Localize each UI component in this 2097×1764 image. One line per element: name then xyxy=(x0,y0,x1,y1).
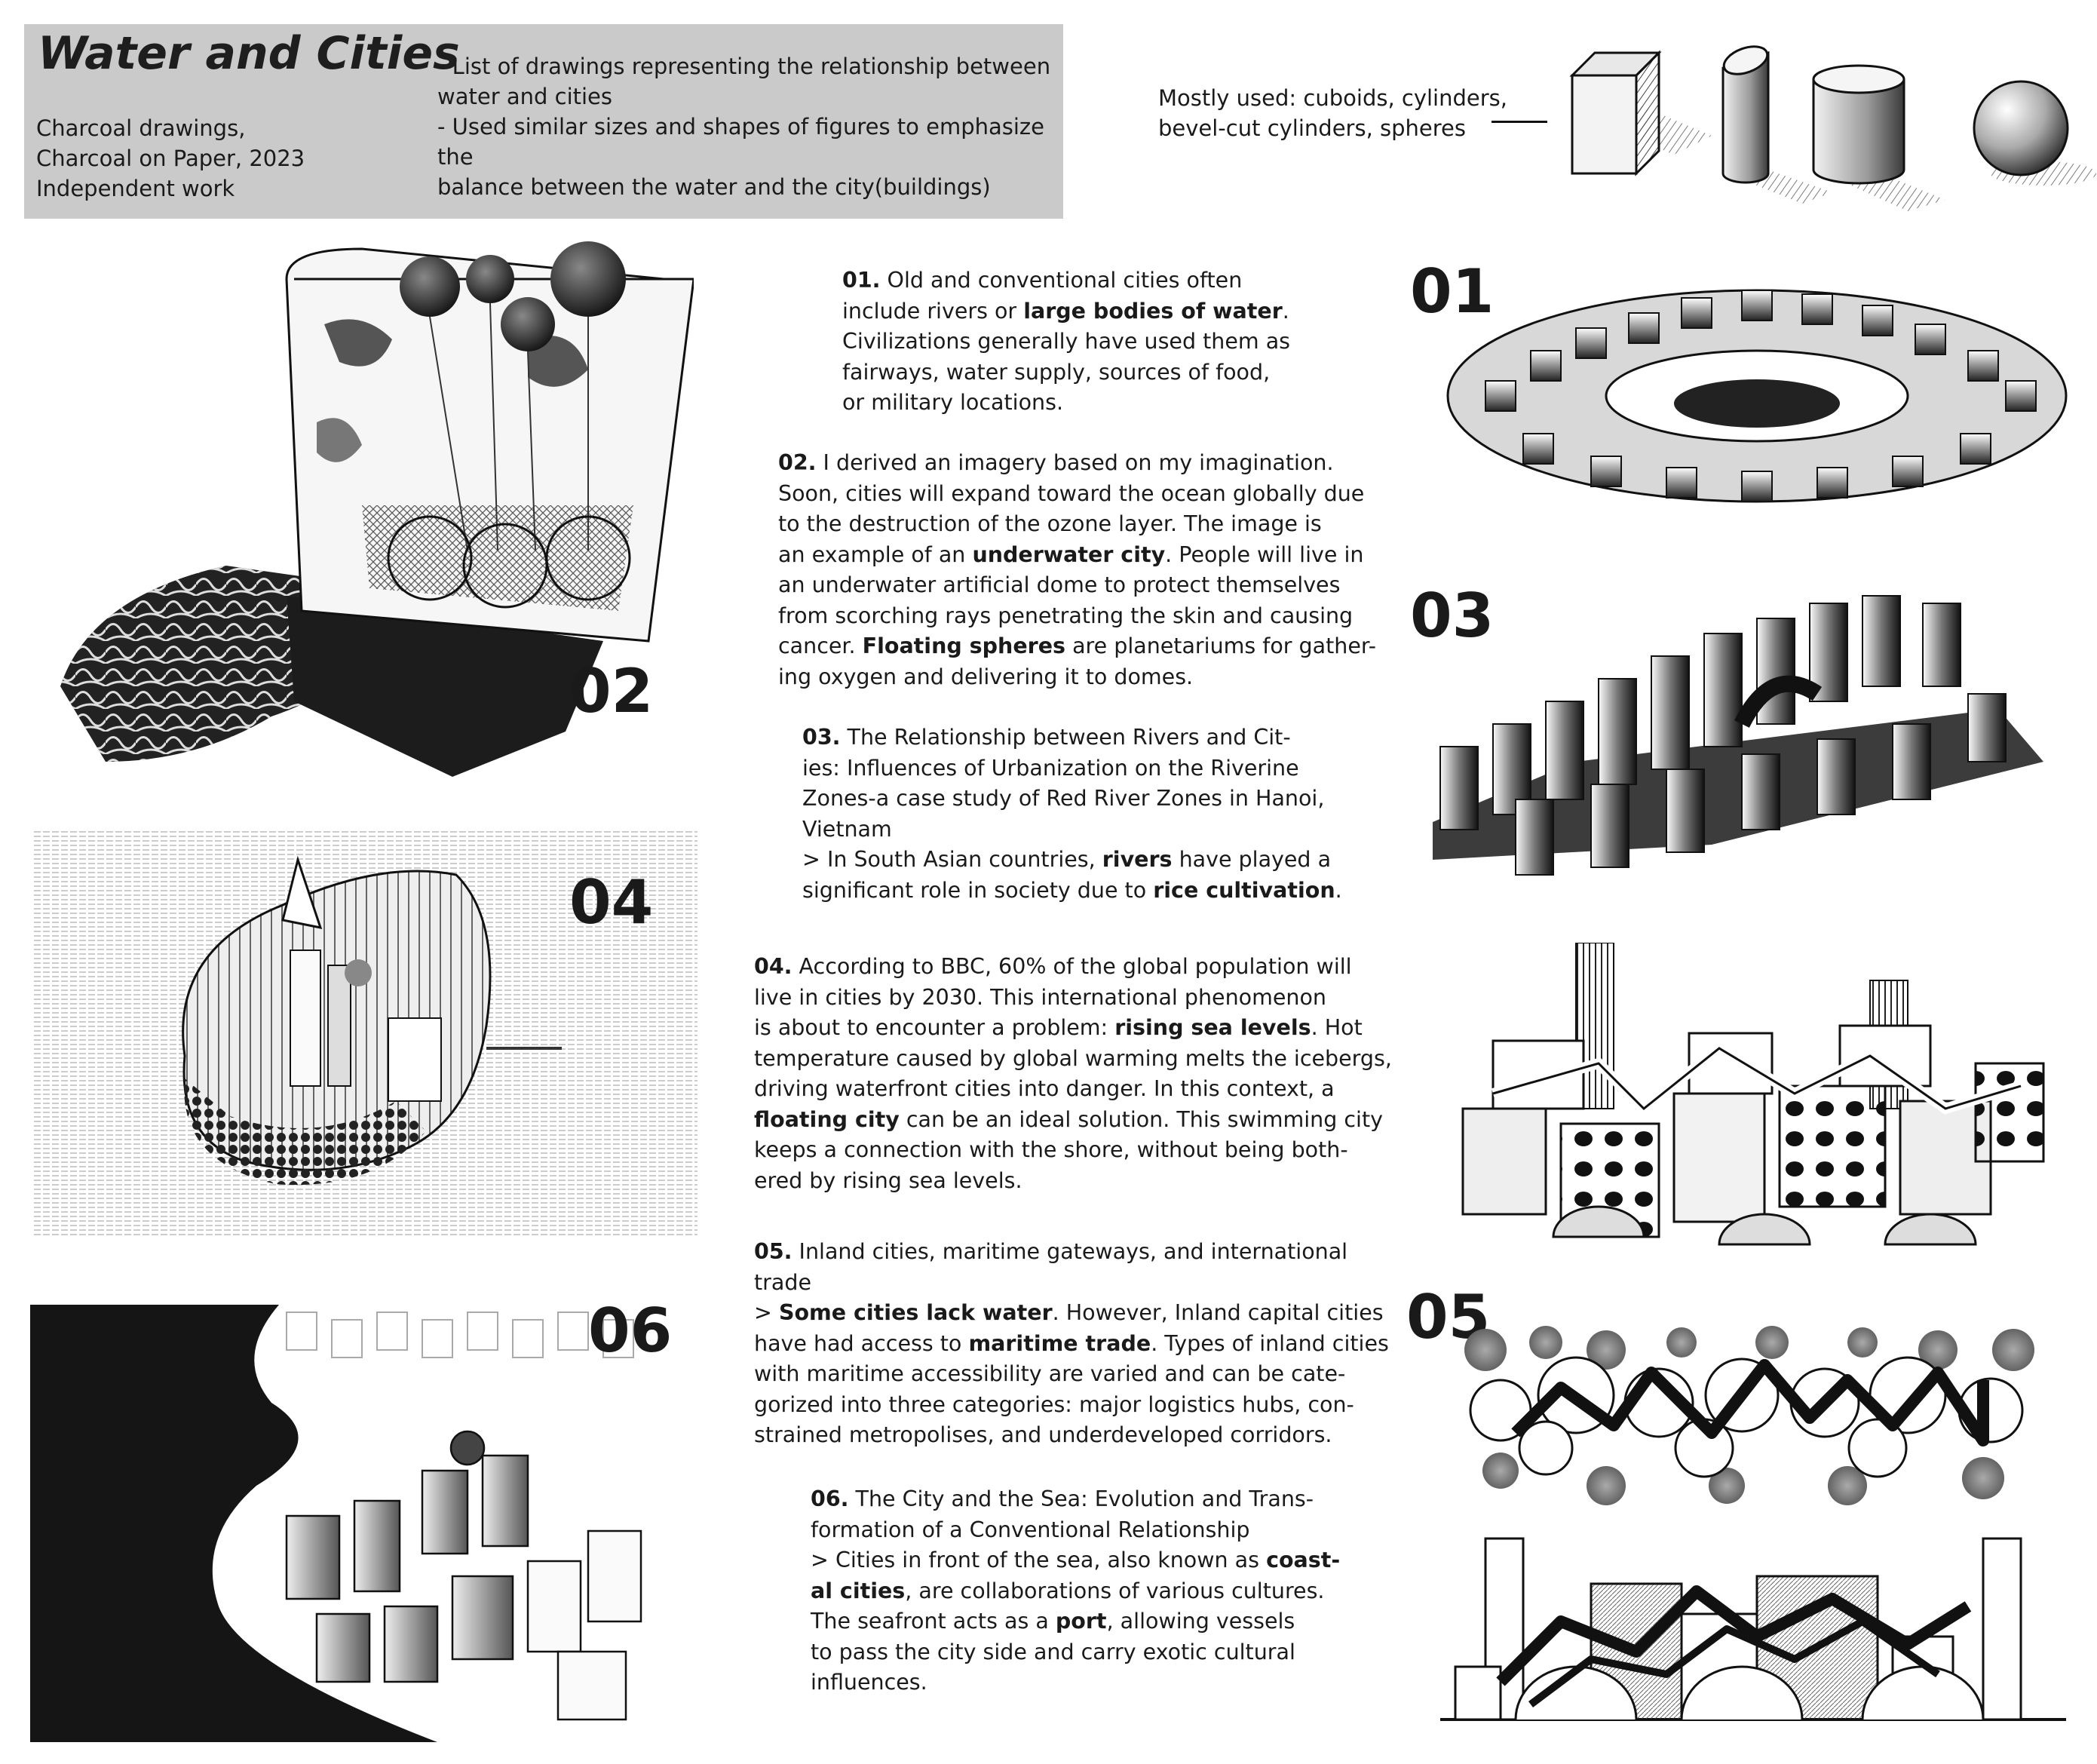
paragraph-line: gorized into three categories: major log… xyxy=(754,1391,1354,1417)
sphere-icon xyxy=(1973,80,2096,186)
paragraph-line: floating city can be an ideal solution. … xyxy=(754,1106,1384,1132)
paragraph-06: 06. The City and the Sea: Evolution and … xyxy=(811,1484,1340,1698)
paragraph-line: 04. According to BBC, 60% of the global … xyxy=(754,954,1352,979)
emphasis-text: Some cities lack water xyxy=(778,1300,1053,1325)
page-title: Water and Cities xyxy=(38,27,460,80)
shape-examples xyxy=(1569,45,2096,211)
paragraph-line: an example of an underwater city. People… xyxy=(778,541,1364,567)
paragraph-line: 05. Inland cities, maritime gateways, an… xyxy=(754,1239,1348,1264)
emphasis-text: port xyxy=(1055,1609,1107,1634)
emphasis-text: coast- xyxy=(1266,1548,1341,1572)
paragraph-line: ies: Influences of Urbanization on the R… xyxy=(802,755,1299,781)
paragraph-line: ing oxygen and delivering it to domes. xyxy=(778,664,1194,689)
shapes-note: Mostly used: cuboids, cylinders, bevel-c… xyxy=(1158,83,1507,143)
drawing-03-cylinder-field xyxy=(1433,595,2043,876)
paragraph-line: is about to encounter a problem: rising … xyxy=(754,1015,1363,1040)
paragraph-line: live in cities by 2030. This internation… xyxy=(754,984,1326,1010)
paragraph-line: to pass the city side and carry exotic c… xyxy=(811,1639,1295,1664)
emphasis-text: rivers xyxy=(1102,847,1173,872)
emphasis-text: rising sea levels xyxy=(1114,1015,1311,1040)
bevel-cut-cylinder-icon xyxy=(1721,45,1832,204)
emphasis-text: 02. xyxy=(778,450,817,475)
paragraph-02: 02. I derived an imagery based on my ima… xyxy=(778,448,1376,692)
list-line: balance between the water and the city(b… xyxy=(437,174,991,200)
paragraph-line: Civilizations generally have used them a… xyxy=(842,329,1291,354)
paragraph-line: The seafront acts as a port, allowing ve… xyxy=(811,1609,1295,1634)
drawing-05-inland-network-plan xyxy=(1464,1326,2034,1505)
emphasis-text: underwater city xyxy=(972,541,1166,567)
emphasis-text: floating city xyxy=(754,1106,900,1132)
paragraph-line: from scorching rays penetrating the skin… xyxy=(778,603,1354,628)
paragraph-line: trade xyxy=(754,1269,811,1295)
paragraph-line: strained metropolises, and underdevelope… xyxy=(754,1422,1332,1447)
paragraph-line: with maritime accessibility are varied a… xyxy=(754,1361,1346,1386)
paragraph-line: 02. I derived an imagery based on my ima… xyxy=(778,450,1334,475)
description-list: - List of drawings representing the rela… xyxy=(437,51,1056,202)
shapes-note-line: Mostly used: cuboids, cylinders, xyxy=(1158,85,1507,111)
paragraph-line: formation of a Conventional Relationship xyxy=(811,1517,1250,1542)
paragraph-line: significant role in society due to rice … xyxy=(802,877,1342,903)
paragraph-04: 04. According to BBC, 60% of the global … xyxy=(754,952,1392,1196)
paragraph-line: have had access to maritime trade. Types… xyxy=(754,1330,1389,1356)
cuboid-icon xyxy=(1569,50,1712,176)
label-04: 04 xyxy=(569,867,654,937)
label-02: 02 xyxy=(569,656,654,726)
emphasis-text: Floating spheres xyxy=(862,634,1066,658)
cylinder-icon xyxy=(1812,64,1945,211)
list-line: - Used similar sizes and shapes of figur… xyxy=(437,114,1044,170)
paragraph-line: to the destruction of the ozone layer. T… xyxy=(778,511,1322,536)
drawing-01-ring-city xyxy=(1446,289,2068,503)
paragraph-line: temperature caused by global warming mel… xyxy=(754,1045,1392,1071)
emphasis-text: large bodies of water xyxy=(1023,298,1283,324)
paragraph-line: > Cities in front of the sea, also known… xyxy=(811,1548,1341,1572)
paragraph-line: 01. Old and conventional cities often xyxy=(842,268,1243,293)
paragraph-01: 01. Old and conventional cities often inc… xyxy=(842,265,1290,419)
emphasis-text: al cities xyxy=(811,1578,906,1603)
meta-line: Charcoal on Paper, 2023 xyxy=(36,146,305,171)
drawing-02-underwater-city xyxy=(60,241,694,777)
paragraph-line: include rivers or large bodies of water. xyxy=(842,298,1289,324)
paragraph-line: cancer. Floating spheres are planetarium… xyxy=(778,634,1377,658)
paragraph-line: driving waterfront cities into danger. I… xyxy=(754,1076,1335,1101)
emphasis-text: maritime trade xyxy=(968,1330,1151,1356)
paragraph-line: 06. The City and the Sea: Evolution and … xyxy=(811,1486,1314,1511)
paragraph-line: fairways, water supply, sources of food, xyxy=(842,359,1271,385)
shapes-note-line: bevel-cut cylinders, spheres xyxy=(1158,115,1466,141)
paragraph-line: keeps a connection with the shore, witho… xyxy=(754,1137,1348,1162)
drawing-04-floating-city xyxy=(34,830,697,1237)
paragraph-line: Vietnam xyxy=(802,816,892,842)
emphasis-text: 01. xyxy=(842,268,881,293)
paragraph-line: > Some cities lack water. However, Inlan… xyxy=(754,1300,1384,1325)
pointer-line xyxy=(1492,121,1547,123)
label-01: 01 xyxy=(1410,256,1495,327)
emphasis-text: 05. xyxy=(754,1239,793,1264)
emphasis-text: rice cultivation xyxy=(1153,877,1335,903)
paragraph-line: influences. xyxy=(811,1670,927,1695)
meta-info: Charcoal drawings, Charcoal on Paper, 20… xyxy=(36,113,305,204)
label-06: 06 xyxy=(588,1296,673,1366)
list-line: - List of drawings representing the rela… xyxy=(437,54,1051,79)
paragraph-line: > In South Asian countries, rivers have … xyxy=(802,847,1332,872)
emphasis-text: 03. xyxy=(802,725,841,750)
paragraph-05: 05. Inland cities, maritime gateways, an… xyxy=(754,1237,1389,1451)
paragraph-line: 03. The Relationship between Rivers and … xyxy=(802,725,1291,750)
paragraph-line: or military locations. xyxy=(842,390,1064,415)
label-03: 03 xyxy=(1410,581,1495,651)
paragraph-line: an underwater artificial dome to protect… xyxy=(778,572,1341,597)
paragraph-line: al cities, are collaborations of various… xyxy=(811,1578,1325,1603)
emphasis-text: 04. xyxy=(754,954,793,979)
emphasis-text: 06. xyxy=(811,1486,849,1511)
drawing-06-coastal-city xyxy=(30,1290,694,1742)
meta-line: Charcoal drawings, xyxy=(36,115,246,141)
paragraph-line: Soon, cities will expand toward the ocea… xyxy=(778,480,1365,506)
paragraph-03: 03. The Relationship between Rivers and … xyxy=(802,722,1342,906)
drawing-floating-pods xyxy=(1461,943,2045,1246)
meta-line: Independent work xyxy=(36,176,235,201)
paragraph-line: ered by rising sea levels. xyxy=(754,1167,1022,1193)
paragraph-line: Zones-a case study of Red River Zones in… xyxy=(802,786,1325,811)
header-panel xyxy=(24,24,1063,219)
drawing-05-inland-network-elevation xyxy=(1440,1537,2066,1721)
list-line: water and cities xyxy=(437,84,612,109)
